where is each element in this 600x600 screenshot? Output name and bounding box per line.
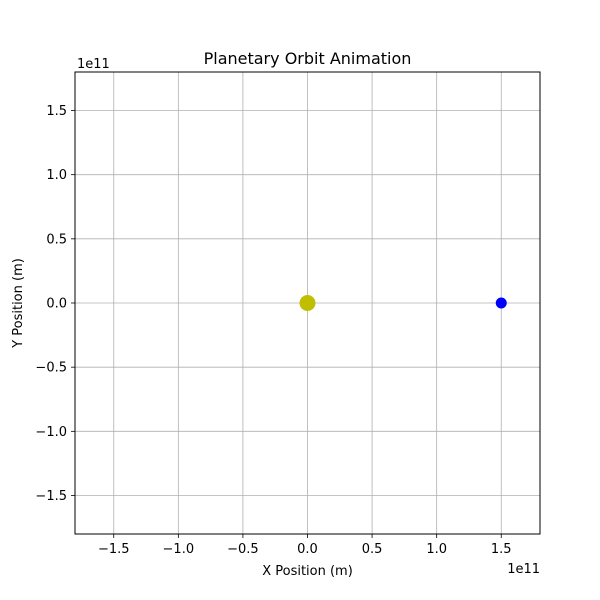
x-tick-label: −1.5: [98, 542, 130, 557]
chart-title: Planetary Orbit Animation: [204, 49, 412, 68]
planet-marker: [495, 297, 507, 309]
y-axis-ticks: −1.5 −1.0 −0.5 0.0 0.5 1.0 1.5: [35, 104, 75, 504]
y-tick-label: 0.0: [46, 297, 67, 312]
y-tick-label: 1.5: [46, 104, 67, 119]
sun-marker: [299, 295, 316, 311]
x-tick-label: 1.0: [426, 542, 447, 557]
y-tick-label: −1.0: [35, 425, 67, 440]
y-tick-label: 1.0: [46, 168, 67, 183]
x-axis-ticks: −1.5 −1.0 −0.5 0.0 0.5 1.0 1.5: [98, 534, 512, 557]
x-tick-label: −1.0: [163, 542, 195, 557]
y-tick-label: −0.5: [35, 361, 67, 376]
y-tick-label: −1.5: [35, 489, 67, 504]
x-tick-label: 0.0: [297, 542, 318, 557]
y-axis-label: Y Position (m): [11, 258, 26, 349]
data-points: [299, 295, 507, 311]
x-axis-offset-label: 1e11: [507, 562, 540, 577]
x-tick-label: −0.5: [227, 542, 259, 557]
x-tick-label: 1.5: [491, 542, 512, 557]
grid: [75, 72, 540, 534]
y-tick-label: 0.5: [46, 232, 67, 247]
y-axis-offset-label: 1e11: [77, 57, 110, 72]
x-tick-label: 0.5: [362, 542, 383, 557]
x-axis-label: X Position (m): [262, 564, 353, 579]
